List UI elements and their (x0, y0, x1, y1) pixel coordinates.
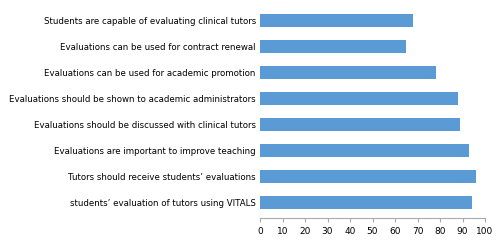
Bar (260, 170, 476, 183)
Bar (260, 66, 436, 79)
Bar (260, 144, 469, 157)
Bar (260, 40, 406, 53)
Bar (260, 92, 458, 105)
Bar (260, 118, 460, 131)
Bar (260, 14, 413, 27)
Bar (260, 196, 472, 209)
